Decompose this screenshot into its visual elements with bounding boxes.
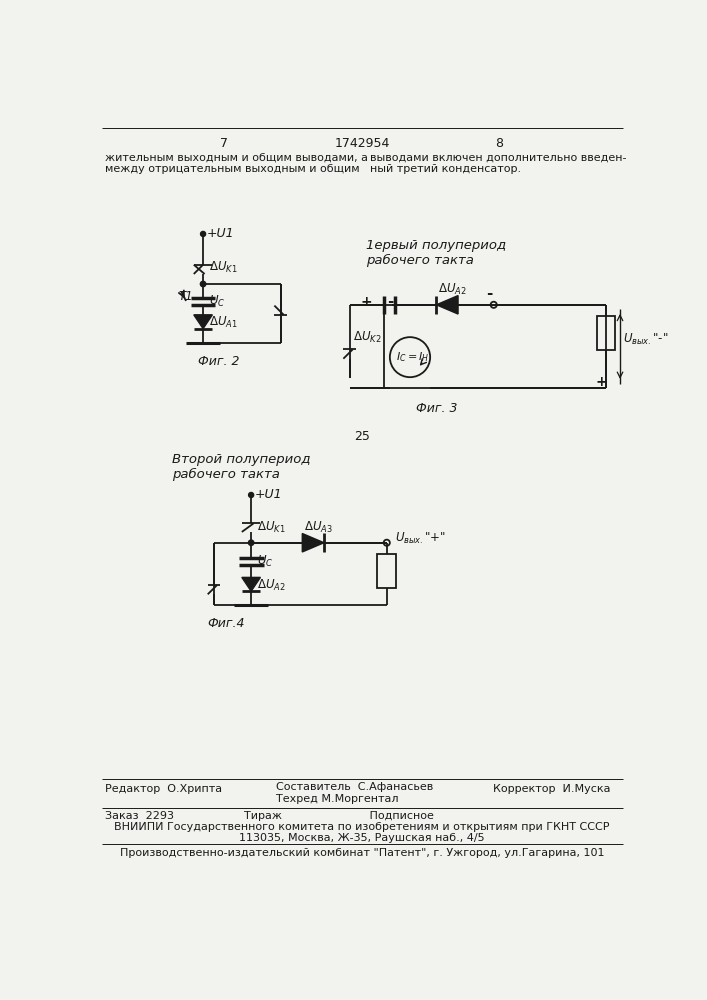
Text: +U1: +U1 [255,488,283,501]
Bar [597,316,615,350]
Text: $U_{вых.}$"+": $U_{вых.}$"+" [395,531,445,546]
Polygon shape [303,533,324,552]
Text: Заказ  2293                    Тираж                         Подписное: Заказ 2293 Тираж Подписное [105,811,434,821]
Polygon shape [242,577,260,591]
Bar [378,554,396,588]
Text: $\Delta U_{K1}$: $\Delta U_{K1}$ [257,520,286,535]
Text: Корректор  И.Муска: Корректор И.Муска [493,784,610,794]
Circle shape [249,493,253,497]
Text: 25: 25 [354,430,370,443]
Text: жительным выходным и общим выводами, а
между отрицательным выходным и общим: жительным выходным и общим выводами, а м… [105,152,368,174]
Text: -: - [387,294,393,309]
Polygon shape [436,296,458,314]
Text: +: + [595,375,607,389]
Text: ВНИИПИ Государственного комитета по изобретениям и открытиям при ГКНТ СССР: ВНИИПИ Государственного комитета по изоб… [115,822,609,832]
Circle shape [248,540,254,545]
Text: $U_C$: $U_C$ [257,554,274,569]
Text: -: - [486,286,492,301]
Text: +: + [360,295,372,309]
Text: 1ервый полупериод
рабочего такта: 1ервый полупериод рабочего такта [366,239,506,267]
Text: $\Delta U_{A2}$: $\Delta U_{A2}$ [257,578,286,593]
Text: Производственно-издательский комбинат "Патент", г. Ужгород, ул.Гагарина, 101: Производственно-издательский комбинат "П… [119,848,604,858]
Text: 8: 8 [495,137,503,150]
Text: $\Delta U_{K2}$: $\Delta U_{K2}$ [354,330,382,345]
Polygon shape [194,315,212,329]
Text: 7: 7 [220,137,228,150]
Text: $I_C=I_H$: $I_C=I_H$ [396,350,430,364]
Text: Редактор  О.Хрипта: Редактор О.Хрипта [105,784,223,794]
Text: $\Delta U_{A3}$: $\Delta U_{A3}$ [304,520,332,535]
Circle shape [201,232,206,236]
Text: T1: T1 [178,290,193,303]
Text: $\Delta U_{K1}$: $\Delta U_{K1}$ [209,260,238,275]
Text: $\Delta U_{A1}$: $\Delta U_{A1}$ [209,315,238,330]
Text: $U_{вых.}$"-": $U_{вых.}$"-" [623,332,668,347]
Text: Фиг. 2: Фиг. 2 [198,355,240,368]
Text: Фиг. 3: Фиг. 3 [416,402,458,415]
Text: Фиг.4: Фиг.4 [208,617,245,630]
Text: выводами включен дополнительно введен-
ный третий конденсатор.: выводами включен дополнительно введен- н… [370,152,626,174]
Text: +U1: +U1 [207,227,235,240]
Text: $\Delta U_{A2}$: $\Delta U_{A2}$ [438,282,467,297]
Text: Второй полупериод
рабочего такта: Второй полупериод рабочего такта [172,453,310,481]
Text: 1742954: 1742954 [334,137,390,150]
Circle shape [200,281,206,287]
Text: 113035, Москва, Ж-35, Раушская наб., 4/5: 113035, Москва, Ж-35, Раушская наб., 4/5 [239,833,485,843]
Text: Составитель  С.Афанасьев
Техред М.Моргентал: Составитель С.Афанасьев Техред М.Моргент… [276,782,433,804]
Text: $U_C$: $U_C$ [209,293,226,308]
